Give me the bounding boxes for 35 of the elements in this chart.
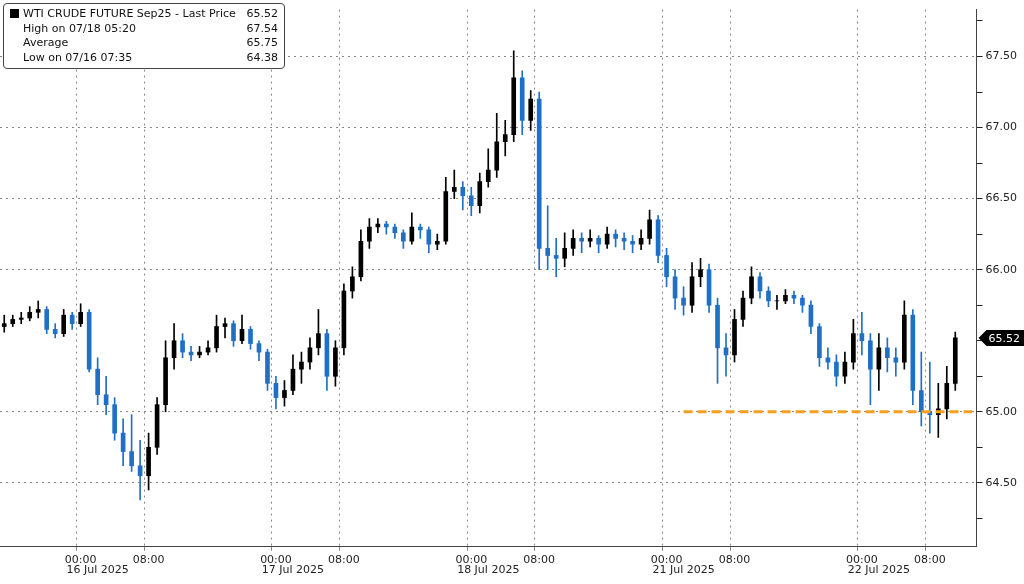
candlestick bbox=[434, 233, 440, 251]
x-tick-label: 08:00 bbox=[523, 553, 556, 567]
text: 65.52 bbox=[246, 7, 278, 20]
text: Low on 07/16 07:35 64.38 bbox=[23, 50, 278, 64]
y-tick-label: 67.50 bbox=[985, 49, 1018, 63]
candlestick bbox=[417, 223, 423, 239]
text: 22 Jul 2025 bbox=[847, 562, 910, 576]
text: 65.52 bbox=[988, 331, 1021, 345]
text: 16 Jul 2025 bbox=[66, 562, 129, 576]
y-tick-label: 64.50 bbox=[985, 475, 1018, 489]
text: 18 Jul 2025 bbox=[457, 562, 520, 576]
candlestick bbox=[222, 317, 228, 339]
candlestick bbox=[35, 300, 41, 319]
text: Average 65.75 bbox=[23, 36, 278, 49]
candlestick bbox=[451, 169, 457, 199]
y-tick-label: 66.00 bbox=[985, 262, 1018, 276]
candlestick bbox=[502, 120, 508, 157]
candlestick bbox=[1, 314, 7, 333]
x-tick-label: 08:00 bbox=[328, 553, 360, 567]
text: High on 07/18 05:20 67.54 bbox=[23, 21, 278, 35]
candlestick bbox=[18, 311, 24, 325]
y-tick-label: 66.50 bbox=[985, 191, 1018, 205]
candlestick bbox=[553, 238, 559, 278]
candlestick bbox=[587, 229, 593, 248]
text: 17 Jul 2025 bbox=[261, 562, 325, 576]
y-tick-label: 67.00 bbox=[985, 120, 1018, 134]
x-tick-label: 08:00 bbox=[718, 553, 751, 567]
candlestick bbox=[621, 232, 627, 251]
candlestick bbox=[545, 205, 551, 270]
x-tick-label: 08:00 bbox=[132, 553, 165, 567]
legend-label: WTI CRUDE FUTURE Sep25 - Last Price bbox=[22, 7, 236, 22]
x-tick-label: 08:00 bbox=[913, 553, 946, 567]
y-tick-label: 65.00 bbox=[985, 404, 1018, 418]
candlestick bbox=[137, 439, 143, 501]
text: 21 Jul 2025 bbox=[652, 562, 715, 576]
